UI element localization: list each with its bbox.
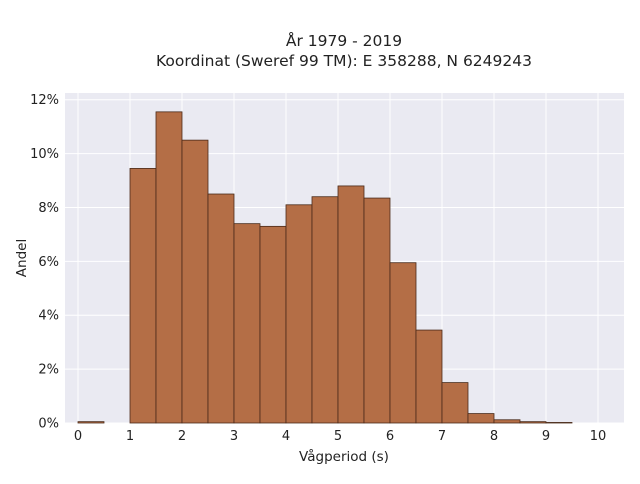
histogram-bar <box>77 421 105 424</box>
x-tick-label: 8 <box>490 429 498 444</box>
y-tick-label: 6% <box>38 255 59 270</box>
histogram-bar <box>493 419 521 424</box>
histogram-bar <box>441 382 469 424</box>
y-tick-label: 0% <box>38 417 59 432</box>
x-axis-label: Vågperiod (s) <box>299 448 389 465</box>
histogram-bar <box>311 196 339 424</box>
histogram-bar <box>389 262 417 424</box>
histogram-bar <box>233 223 261 424</box>
y-tick-label: 4% <box>38 309 59 324</box>
x-tick-label: 9 <box>542 429 550 444</box>
y-axis-label: Andel <box>14 239 30 277</box>
histogram-bar <box>545 422 573 424</box>
histogram-bar <box>155 111 183 424</box>
histogram-bar <box>129 168 157 424</box>
histogram-bar <box>363 197 391 424</box>
histogram-bar <box>207 193 235 424</box>
y-tick-label: 8% <box>38 201 59 216</box>
x-axis-ticks: 0 1 2 3 4 5 6 7 8 9 10 <box>74 429 606 444</box>
histogram-bar <box>467 413 495 424</box>
x-tick-label: 3 <box>230 429 238 444</box>
x-tick-label: 6 <box>386 429 394 444</box>
histogram-bar <box>337 185 365 424</box>
histogram-bar <box>181 139 209 424</box>
x-tick-label: 2 <box>178 429 186 444</box>
y-axis-ticks: 0% 2% 4% 6% 8% 10% 12% <box>30 93 59 431</box>
chart-title-line1: År 1979 - 2019 <box>286 31 402 50</box>
y-tick-label: 12% <box>30 93 59 108</box>
x-tick-label: 5 <box>334 429 342 444</box>
x-tick-label: 7 <box>438 429 446 444</box>
histogram-bar <box>259 225 287 424</box>
histogram-bar <box>285 204 313 424</box>
x-tick-label: 0 <box>74 429 82 444</box>
x-tick-label: 1 <box>126 429 134 444</box>
histogram-bar <box>519 421 547 424</box>
y-tick-label: 10% <box>30 147 59 162</box>
x-tick-label: 10 <box>590 429 607 444</box>
y-tick-label: 2% <box>38 363 59 378</box>
histogram-bar <box>415 329 443 424</box>
chart-title-line2: Koordinat (Sweref 99 TM): E 358288, N 62… <box>156 52 532 70</box>
bars <box>77 111 573 424</box>
x-tick-label: 4 <box>282 429 290 444</box>
